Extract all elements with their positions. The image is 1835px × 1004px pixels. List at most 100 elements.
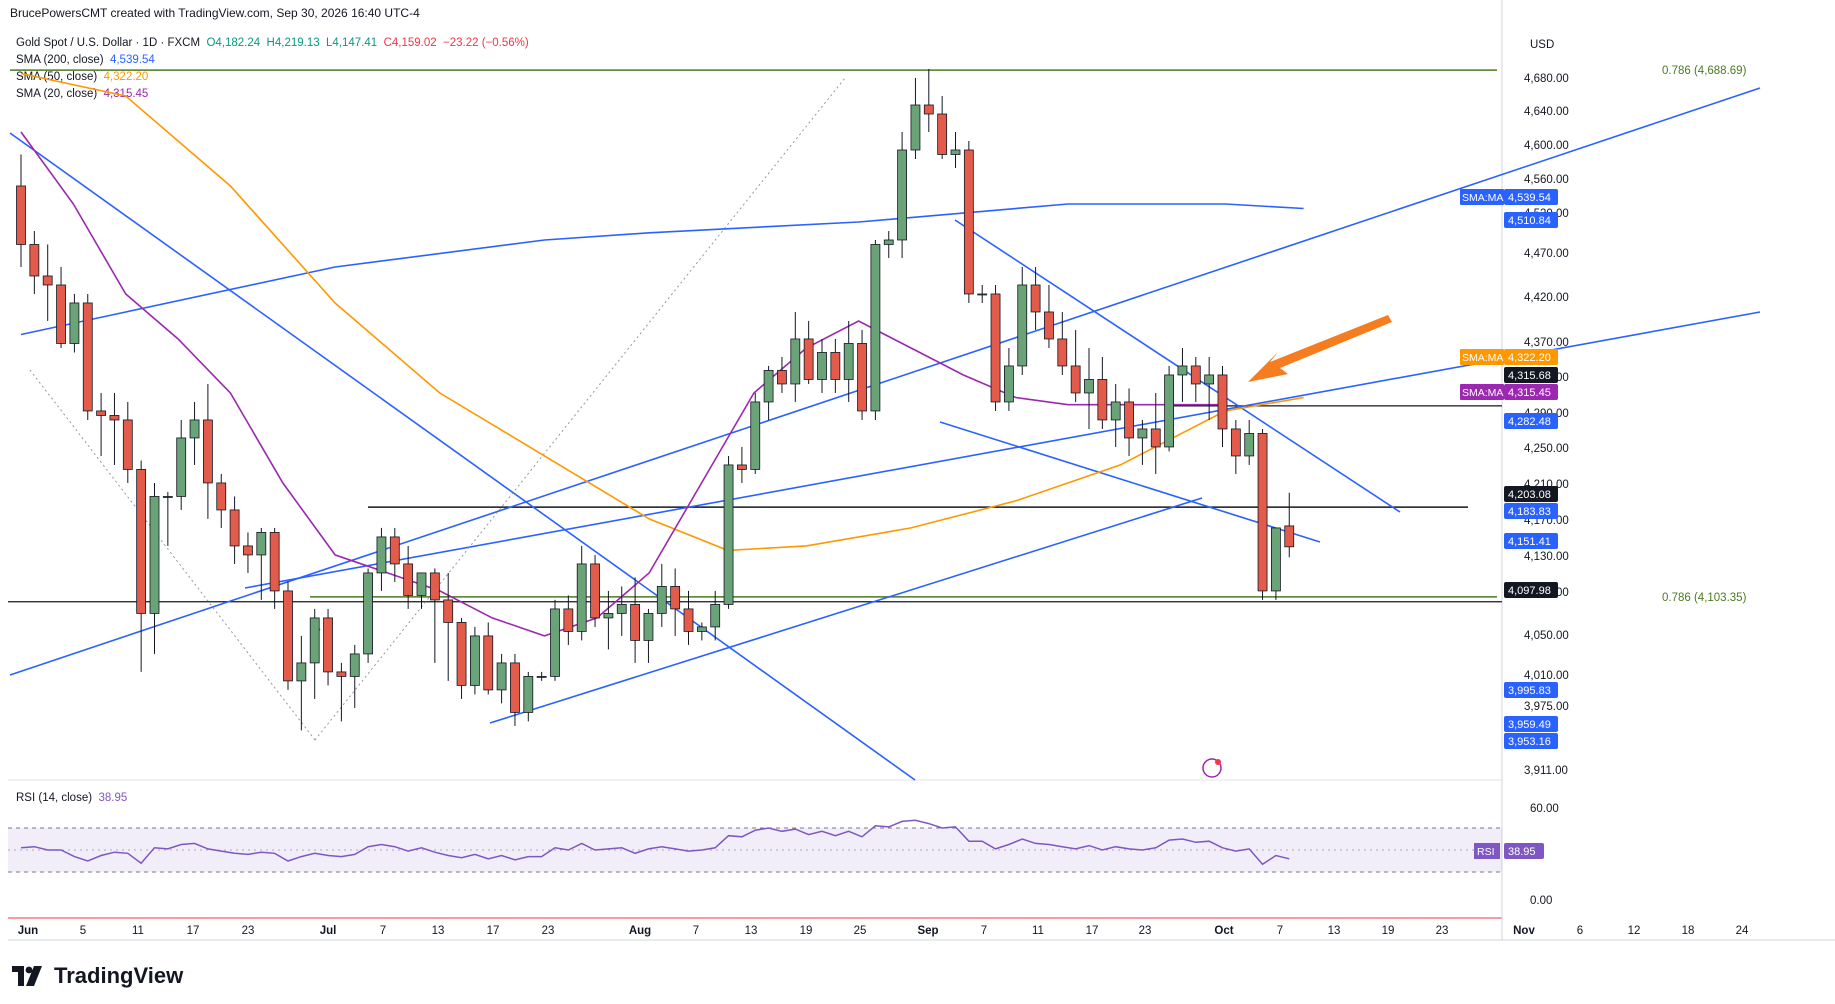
candle[interactable] (950, 131, 961, 168)
candle[interactable] (1284, 492, 1295, 558)
candle[interactable] (670, 568, 681, 636)
sma50-line[interactable] (20, 72, 1304, 552)
candle[interactable] (403, 545, 414, 609)
candle[interactable] (336, 662, 347, 722)
candle[interactable] (963, 140, 974, 303)
candle[interactable] (429, 568, 440, 663)
price-tag[interactable]: 4,183.83 (1504, 503, 1558, 519)
candle[interactable] (1004, 347, 1014, 411)
trendline[interactable] (954, 219, 1401, 513)
candle[interactable] (616, 586, 627, 636)
candle[interactable] (523, 671, 534, 722)
candle[interactable] (1257, 428, 1268, 600)
candle[interactable] (1110, 383, 1121, 447)
candle[interactable] (590, 554, 600, 627)
candle[interactable] (737, 446, 747, 483)
candle[interactable] (510, 653, 520, 726)
candle[interactable] (550, 599, 560, 681)
trendline[interactable] (489, 497, 1203, 724)
candle[interactable] (29, 230, 40, 294)
candle[interactable] (1164, 365, 1174, 452)
candle[interactable] (443, 572, 454, 681)
rsi-legend[interactable]: RSI (14, close) 38.95 (16, 792, 127, 804)
candle[interactable] (16, 154, 26, 267)
candle[interactable] (416, 572, 427, 609)
candle[interactable] (1044, 284, 1054, 348)
candle[interactable] (349, 644, 360, 708)
rsi-line[interactable] (20, 819, 1290, 866)
price-tag[interactable]: SMA:MA 4,539.54 (1460, 189, 1558, 205)
candle[interactable] (1190, 356, 1201, 402)
candle[interactable] (176, 419, 187, 510)
candle[interactable] (643, 608, 654, 663)
price-tag[interactable]: 3,959.49 (1504, 716, 1558, 732)
candle[interactable] (389, 527, 400, 582)
candle[interactable] (296, 635, 307, 731)
candle[interactable] (1177, 347, 1188, 402)
rsi-tag[interactable]: RSI 38.95 (1474, 843, 1544, 859)
candle[interactable] (817, 338, 827, 393)
candle[interactable] (763, 365, 774, 420)
candle[interactable] (897, 131, 907, 258)
price-tag[interactable]: 3,953.16 (1504, 733, 1558, 749)
trendline[interactable] (9, 132, 916, 781)
candle[interactable] (69, 293, 80, 353)
price-tag[interactable]: SMA:MA 4,322.20 (1460, 349, 1558, 365)
candle[interactable] (857, 329, 867, 420)
candle[interactable] (243, 532, 253, 573)
candle[interactable] (256, 527, 267, 600)
candle[interactable] (576, 545, 587, 641)
candle[interactable] (603, 590, 614, 650)
price-tag[interactable]: SMA:MA 4,315.45 (1460, 384, 1558, 400)
candle[interactable] (937, 95, 948, 159)
price-tag[interactable]: 4,315.68 (1504, 367, 1558, 383)
candle[interactable] (96, 392, 106, 456)
candle[interactable] (376, 527, 387, 591)
candle[interactable] (149, 482, 160, 654)
sma20-legend[interactable]: SMA (20, close) 4,315.45 (16, 86, 529, 103)
sma200-legend[interactable]: SMA (200, close) 4,539.54 (16, 52, 529, 69)
candle[interactable] (750, 392, 761, 474)
candle[interactable] (56, 266, 66, 348)
candle[interactable] (189, 401, 200, 465)
candle[interactable] (483, 622, 494, 695)
candle[interactable] (1217, 365, 1228, 447)
candle[interactable] (1137, 419, 1148, 465)
event-flag-icon[interactable] (1202, 758, 1222, 778)
candle[interactable] (630, 577, 640, 663)
candle[interactable] (283, 581, 293, 690)
candle[interactable] (710, 590, 721, 641)
candle[interactable] (323, 608, 333, 686)
candle[interactable] (363, 568, 374, 663)
trendline[interactable] (939, 421, 1321, 543)
arrow-annotation-icon[interactable] (1248, 315, 1392, 382)
candle[interactable] (1084, 347, 1094, 429)
candle[interactable] (696, 622, 707, 641)
candle[interactable] (536, 671, 547, 681)
price-tag[interactable]: 4,097.98 (1504, 582, 1558, 598)
candle[interactable] (162, 491, 173, 546)
price-tag[interactable]: 4,510.84 (1504, 212, 1558, 228)
candle[interactable] (1124, 388, 1134, 456)
candle[interactable] (777, 356, 787, 393)
candle[interactable] (309, 608, 320, 699)
candle[interactable] (990, 284, 1001, 411)
sma200-line[interactable] (20, 203, 1304, 336)
candle[interactable] (1150, 392, 1161, 474)
candle[interactable] (109, 392, 120, 465)
candle[interactable] (656, 563, 667, 627)
candle[interactable] (563, 595, 574, 645)
candle[interactable] (1070, 329, 1081, 402)
candle[interactable] (923, 69, 934, 132)
candle[interactable] (790, 311, 801, 402)
candle[interactable] (469, 626, 480, 695)
sma50-legend[interactable]: SMA (50, close) 4,322.20 (16, 69, 529, 86)
candle[interactable] (496, 653, 507, 704)
candle[interactable] (1057, 311, 1068, 375)
candle[interactable] (1271, 527, 1281, 600)
price-tag[interactable]: 4,203.08 (1504, 486, 1558, 502)
candle[interactable] (1244, 419, 1255, 465)
candle[interactable] (202, 383, 213, 519)
price-tag[interactable]: 3,995.83 (1504, 682, 1558, 698)
